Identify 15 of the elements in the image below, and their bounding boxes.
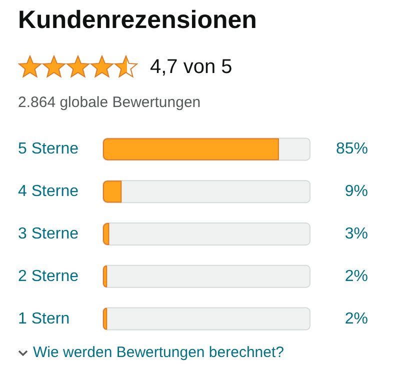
data-label: 3%: [344, 226, 368, 242]
data-label: 9%: [344, 183, 368, 200]
text: Wie werden Bewertungen berechnet?: [33, 344, 284, 361]
y-tick-label: 4 Sterne: [18, 183, 79, 200]
y-tick-label: 1 Stern: [18, 310, 70, 328]
text: 2.864 globale Bewertungen: [18, 94, 201, 111]
y-tick-label: 5 Sterne: [18, 140, 79, 158]
chart-subtitle: 4,7 von 5: [150, 56, 232, 79]
chart-title: Kundenrezensionen: [18, 6, 257, 35]
data-label: 2%: [344, 310, 368, 328]
bar: [103, 180, 122, 203]
data-label: 2%: [344, 268, 368, 285]
data-label: 85%: [336, 140, 368, 158]
y-tick-label: 3 Sterne: [18, 226, 79, 242]
y-tick-label: 2 Sterne: [18, 268, 79, 285]
